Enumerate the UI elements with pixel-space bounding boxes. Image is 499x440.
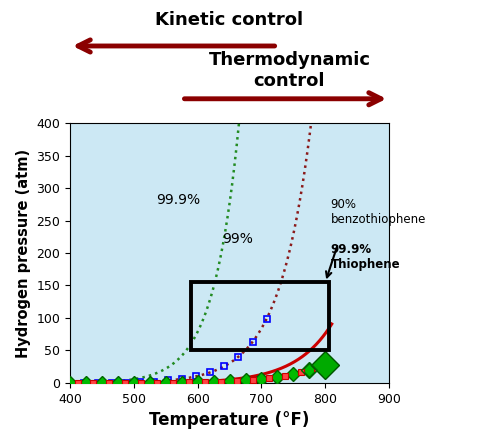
- Text: Kinetic control: Kinetic control: [156, 11, 303, 29]
- Bar: [191, 282, 328, 350]
- Text: 99%: 99%: [222, 232, 253, 246]
- Y-axis label: Hydrogen pressure (atm): Hydrogen pressure (atm): [15, 148, 31, 358]
- Text: 90%
benzothiophene: 90% benzothiophene: [330, 198, 426, 226]
- Text: Thermodynamic
control: Thermodynamic control: [209, 51, 370, 90]
- Text: 99.9%: 99.9%: [156, 193, 200, 207]
- X-axis label: Temperature (°F): Temperature (°F): [149, 411, 310, 429]
- Text: 99.9%
Thiophene: 99.9% Thiophene: [330, 243, 400, 271]
